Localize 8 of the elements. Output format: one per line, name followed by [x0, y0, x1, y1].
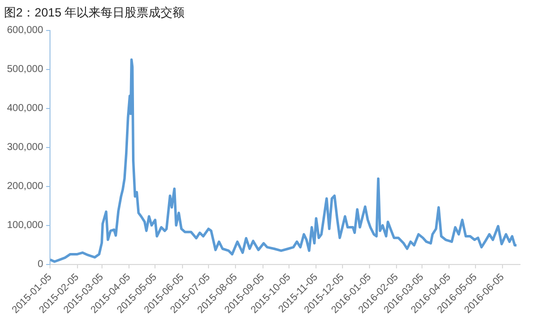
y-tick-label: 0: [38, 259, 44, 270]
y-tick-label: 400,000: [6, 103, 44, 114]
y-tick-label: 200,000: [6, 181, 44, 192]
chart-title: 图2：2015 年以来每日股票成交额: [4, 6, 185, 20]
y-tick-label: 300,000: [6, 142, 44, 154]
y-tick-label: 600,000: [6, 25, 44, 36]
y-tick-label: 100,000: [6, 220, 44, 232]
y-tick-label: 500,000: [6, 64, 44, 76]
